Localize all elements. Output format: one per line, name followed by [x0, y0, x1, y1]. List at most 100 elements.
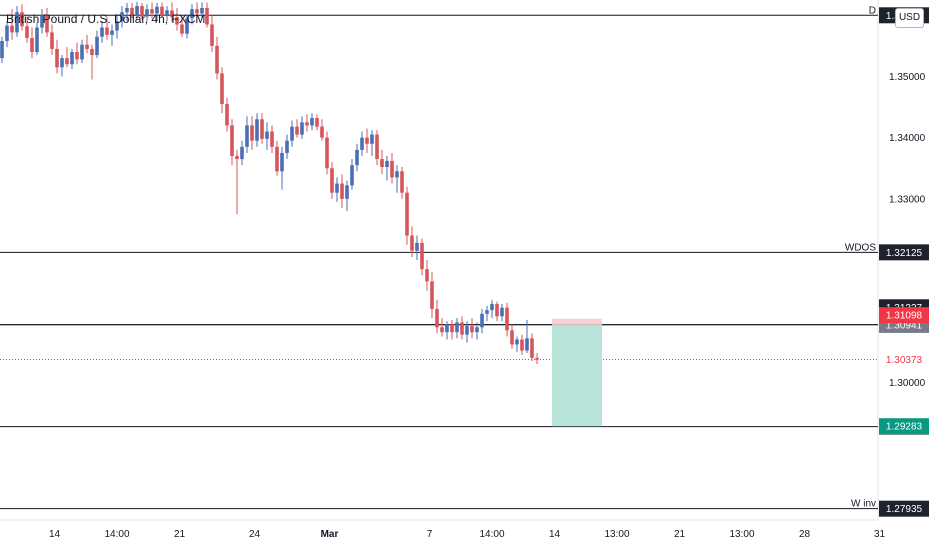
- price-tags: 1.360001.321251.309431.309411.292771.279…: [878, 7, 930, 517]
- candle-body: [0, 40, 4, 59]
- candle-body: [500, 307, 504, 317]
- time-tick-label: 13:00: [729, 529, 754, 540]
- candle-body: [205, 7, 209, 25]
- time-tick-label: 7: [427, 529, 433, 540]
- candle-body: [215, 45, 219, 74]
- candle-body: [65, 58, 69, 65]
- currency-button[interactable]: USD: [895, 8, 924, 28]
- price-tag: 1.29283: [879, 418, 929, 435]
- candle-body: [435, 308, 439, 328]
- time-tick-label: 14:00: [104, 529, 129, 540]
- candle-body: [510, 330, 514, 345]
- candle-body: [285, 140, 289, 153]
- candle-body: [150, 9, 154, 14]
- candle-body: [335, 183, 339, 193]
- price-tag: 1.30373: [878, 351, 930, 369]
- price-tick-label: 1.30000: [889, 378, 926, 389]
- candle-body: [265, 131, 269, 139]
- candle-body: [455, 322, 459, 333]
- price-axis[interactable]: 1.35000 1.34000 1.33000 1.30000: [877, 0, 926, 520]
- candle-body: [515, 339, 519, 345]
- candle-body: [240, 146, 244, 160]
- candle-body: [85, 44, 89, 49]
- candle-body: [300, 122, 304, 135]
- candle-body: [110, 30, 114, 35]
- candle-body: [445, 324, 449, 333]
- candle-body: [400, 171, 404, 193]
- time-tick-label: 14:00: [479, 529, 504, 540]
- candle-body: [180, 24, 184, 34]
- time-tick-label: 14: [549, 529, 561, 540]
- candle-body: [385, 160, 389, 168]
- candle-body: [95, 36, 99, 56]
- candle-body: [145, 9, 149, 17]
- candle-body: [55, 48, 59, 68]
- candle-body: [140, 6, 144, 17]
- candle-body: [160, 6, 164, 16]
- candle-body: [465, 326, 469, 335]
- candle-body: [250, 125, 254, 141]
- level-label: D: [869, 5, 876, 16]
- level-label: WDOS: [845, 242, 876, 253]
- candle-body: [310, 118, 314, 126]
- candle-body: [390, 160, 394, 178]
- level-label: W inv: [851, 499, 876, 510]
- candle-body: [130, 7, 134, 16]
- candle-body: [330, 168, 334, 193]
- candle-body: [340, 183, 344, 199]
- time-tick-label: 31: [874, 529, 886, 540]
- stop-loss-zone[interactable]: [552, 318, 602, 325]
- price-tag-label: 1.27935: [886, 504, 923, 515]
- short-position-tool[interactable]: [552, 318, 602, 427]
- candle-body: [405, 192, 409, 236]
- candle-body: [220, 73, 224, 104]
- candle-body: [290, 126, 294, 141]
- candle-body: [190, 9, 194, 19]
- candle-body: [450, 324, 454, 333]
- candle-body: [420, 242, 424, 270]
- candle-body: [245, 125, 249, 147]
- time-axis[interactable]: 14 14:00 21 24 Mar 7 14:00 14 13:00 21 13:00 28 31: [0, 519, 886, 540]
- candle-body: [525, 338, 529, 351]
- horizontal-levels: D WDOS W inv: [0, 5, 878, 510]
- candle-body: [70, 52, 74, 65]
- price-tag-label: 1.31098: [886, 311, 923, 322]
- candle-body: [325, 137, 329, 169]
- candle-body: [135, 6, 139, 16]
- time-tick-label: 21: [674, 529, 686, 540]
- take-profit-zone[interactable]: [552, 324, 602, 427]
- candle-body: [345, 185, 349, 199]
- candle-body: [125, 7, 129, 13]
- candle-body: [40, 15, 44, 28]
- candle-body: [395, 171, 399, 178]
- candle-body: [235, 156, 239, 160]
- candle-body: [170, 10, 174, 18]
- candle-body: [50, 32, 54, 49]
- candle-body: [25, 26, 29, 38]
- candles: [0, 1, 539, 364]
- candle-body: [475, 327, 479, 333]
- candle-body: [490, 304, 494, 311]
- candle-body: [175, 17, 179, 25]
- candle-body: [355, 149, 359, 166]
- price-tag-label: 1.30941: [886, 320, 923, 331]
- candle-body: [305, 122, 309, 126]
- candle-body: [115, 21, 119, 31]
- candle-body: [30, 37, 34, 52]
- candle-body: [430, 281, 434, 309]
- candle-body: [230, 125, 234, 156]
- candle-body: [75, 52, 79, 60]
- price-tag: 1.31098: [879, 307, 929, 324]
- price-tag-label: 1.30373: [886, 355, 923, 366]
- candle-body: [495, 304, 499, 317]
- candle-body: [90, 48, 94, 56]
- candle-body: [280, 152, 284, 172]
- candle-body: [380, 159, 384, 168]
- time-tick-label: Mar: [321, 529, 339, 540]
- candle-body: [295, 126, 299, 135]
- candle-body: [5, 25, 9, 41]
- candle-body: [10, 25, 14, 33]
- price-tick-label: 1.34000: [889, 133, 926, 144]
- candle-body: [210, 24, 214, 46]
